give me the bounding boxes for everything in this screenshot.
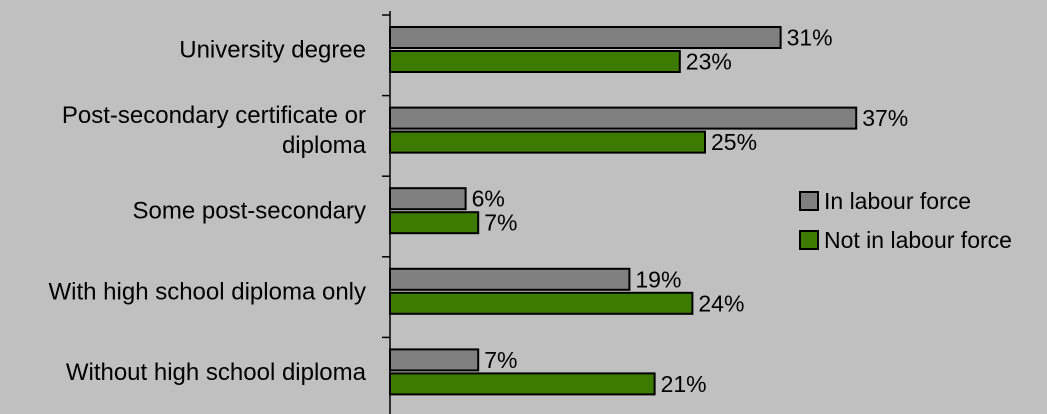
data-label-in-labour-force-with-high-school-diploma-only: 19% — [635, 266, 681, 292]
category-label-with-high-school-diploma-only: With high school diploma only — [49, 278, 367, 305]
category-labels: University degree Post-secondary certific… — [49, 37, 367, 386]
bar-in-labour-force-post-secondary-certificate-or-diploma — [389, 106, 858, 130]
bar-not-in-labour-force-university-degree — [389, 50, 681, 73]
legend-label-not-in-labour-force: Not in labour force — [824, 227, 1012, 253]
category-label-post-secondary-certificate-or-diploma: Post-secondary certificate or diploma — [62, 102, 367, 159]
data-label-in-labour-force-some-post-secondary: 6% — [472, 186, 505, 212]
data-label-not-in-labour-force-without-high-school-diploma: 21% — [661, 371, 707, 397]
bar-not-in-labour-force-post-secondary-certificate-or-diploma — [389, 130, 706, 154]
data-label-not-in-labour-force-with-high-school-diploma-only: 24% — [698, 290, 744, 316]
legend-label-in-labour-force: In labour force — [824, 188, 971, 214]
data-label-in-labour-force-post-secondary-certificate-or-diploma: 37% — [862, 105, 908, 131]
data-label-in-labour-force-without-high-school-diploma: 7% — [484, 347, 517, 373]
legend-swatch-in-labour-force — [799, 191, 819, 211]
data-label-not-in-labour-force-post-secondary-certificate-or-diploma: 25% — [711, 129, 757, 155]
category-label-university-degree: University degree — [179, 37, 366, 64]
legend-swatch-not-in-labour-force — [799, 230, 819, 250]
category-label-without-high-school-diploma: Without high school diploma — [66, 359, 367, 386]
data-label-in-labour-force-university-degree: 31% — [787, 25, 833, 51]
bar-in-labour-force-without-high-school-diploma — [389, 348, 480, 372]
bar-in-labour-force-with-high-school-diploma-only — [389, 267, 631, 291]
value-labels: 31%23%37%25%6%7%19%24%7%21% — [472, 25, 909, 397]
bar-in-labour-force-university-degree — [389, 26, 782, 49]
bar-not-in-labour-force-with-high-school-diploma-only — [389, 291, 694, 315]
data-label-not-in-labour-force-university-degree: 23% — [686, 49, 732, 75]
bar-not-in-labour-force-some-post-secondary — [389, 211, 480, 235]
bars — [389, 26, 858, 396]
legend: In labour force Not in labour force — [799, 188, 1012, 253]
data-label-not-in-labour-force-some-post-secondary: 7% — [484, 210, 517, 236]
axis-ticks — [382, 14, 390, 339]
bar-not-in-labour-force-without-high-school-diploma — [389, 372, 656, 396]
category-label-some-post-secondary: Some post-secondary — [133, 198, 366, 225]
bar-in-labour-force-some-post-secondary — [389, 187, 467, 211]
